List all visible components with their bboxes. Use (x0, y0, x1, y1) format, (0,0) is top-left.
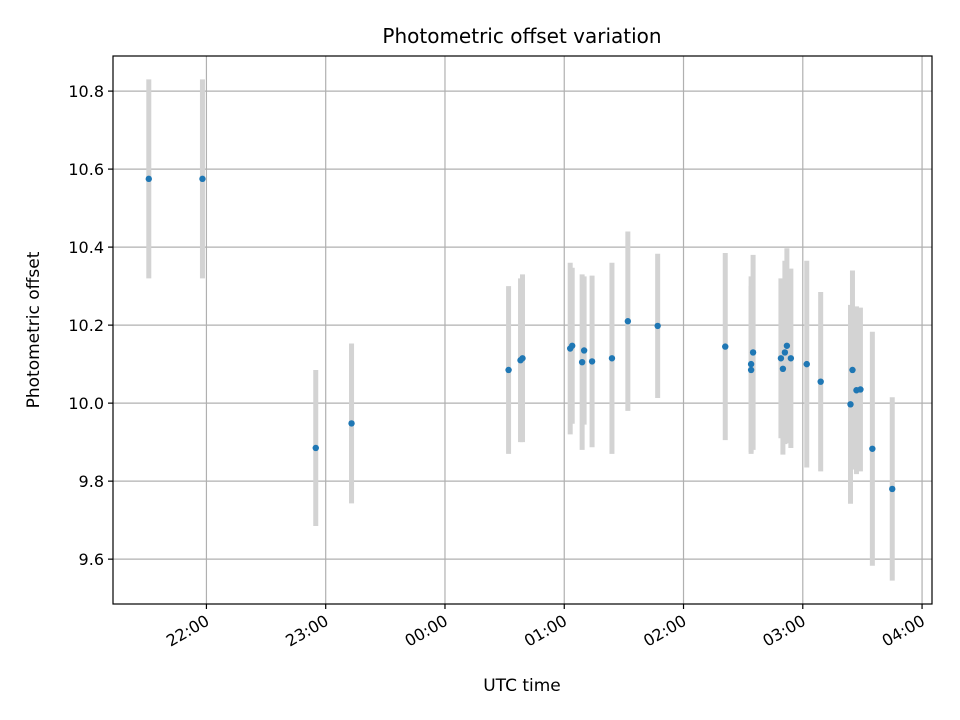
data-point (348, 420, 355, 427)
y-tick-label: 10.4 (68, 238, 104, 257)
data-point (568, 342, 576, 349)
data-point (779, 365, 787, 373)
data-point (803, 360, 810, 368)
y-tick-label: 10.6 (68, 160, 104, 179)
data-point (312, 444, 319, 452)
y-axis-label: Photometric offset (24, 251, 44, 408)
data-point (608, 355, 616, 362)
data-point (747, 360, 755, 368)
data-point (145, 175, 152, 183)
data-point (722, 343, 729, 350)
data-point (869, 445, 876, 452)
y-tick-label: 10.8 (68, 82, 104, 101)
data-point (580, 347, 588, 354)
y-tick-label: 10.0 (68, 394, 104, 413)
data-point (588, 358, 596, 365)
data-point (889, 485, 896, 493)
data-point (519, 355, 526, 362)
data-point (578, 358, 586, 366)
data-point (781, 349, 789, 356)
data-points (145, 175, 896, 493)
data-point (747, 366, 755, 374)
y-tick-label: 10.2 (68, 316, 104, 335)
y-axis-ticks: 9.6 9.8 10.0 10.2 10.4 10.6 10.8 (68, 82, 113, 569)
data-point (787, 355, 795, 362)
x-axis-label: UTC time (483, 676, 561, 696)
y-tick-label: 9.8 (79, 472, 104, 491)
data-point (857, 386, 864, 393)
data-point (654, 322, 661, 330)
data-point (199, 175, 206, 183)
data-point (505, 366, 512, 374)
chart-title: Photometric offset variation (382, 24, 661, 48)
data-point (817, 378, 824, 385)
data-point (783, 342, 791, 349)
data-point (624, 318, 632, 325)
data-point (749, 349, 757, 356)
data-point (847, 401, 854, 408)
data-point (777, 355, 785, 362)
plot-frame (112, 55, 933, 605)
grid (113, 56, 932, 604)
data-point (849, 366, 856, 374)
y-tick-label: 9.6 (79, 550, 104, 569)
